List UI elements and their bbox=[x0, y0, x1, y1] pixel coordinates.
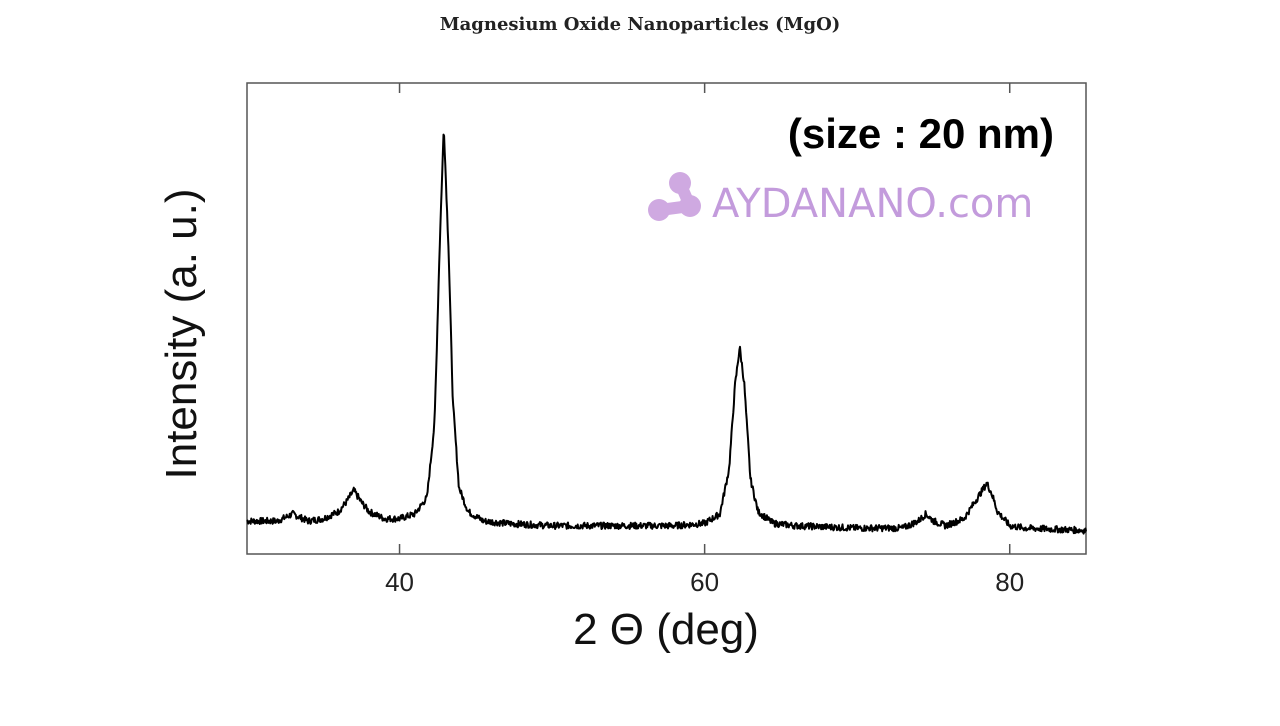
x-tick-label: 80 bbox=[995, 567, 1024, 597]
chart-title: Magnesium Oxide Nanoparticles (MgO) bbox=[439, 14, 841, 35]
x-tick-label: 60 bbox=[690, 567, 719, 597]
x-tick-label: 40 bbox=[385, 567, 414, 597]
x-axis-label: 2 Θ (deg) bbox=[573, 605, 759, 654]
size-annotation: (size : 20 nm) bbox=[788, 110, 1054, 157]
watermark-text: AYDANANO.com bbox=[712, 181, 1033, 227]
tick-group: 40 60 80 bbox=[385, 83, 1024, 597]
plot-frame bbox=[246, 82, 1087, 555]
watermark-logo: AYDANANO.com bbox=[648, 172, 1033, 227]
series-line bbox=[246, 133, 1087, 535]
molecule-icon bbox=[648, 172, 701, 221]
y-axis-label: Intensity (a. u.) bbox=[157, 188, 206, 479]
